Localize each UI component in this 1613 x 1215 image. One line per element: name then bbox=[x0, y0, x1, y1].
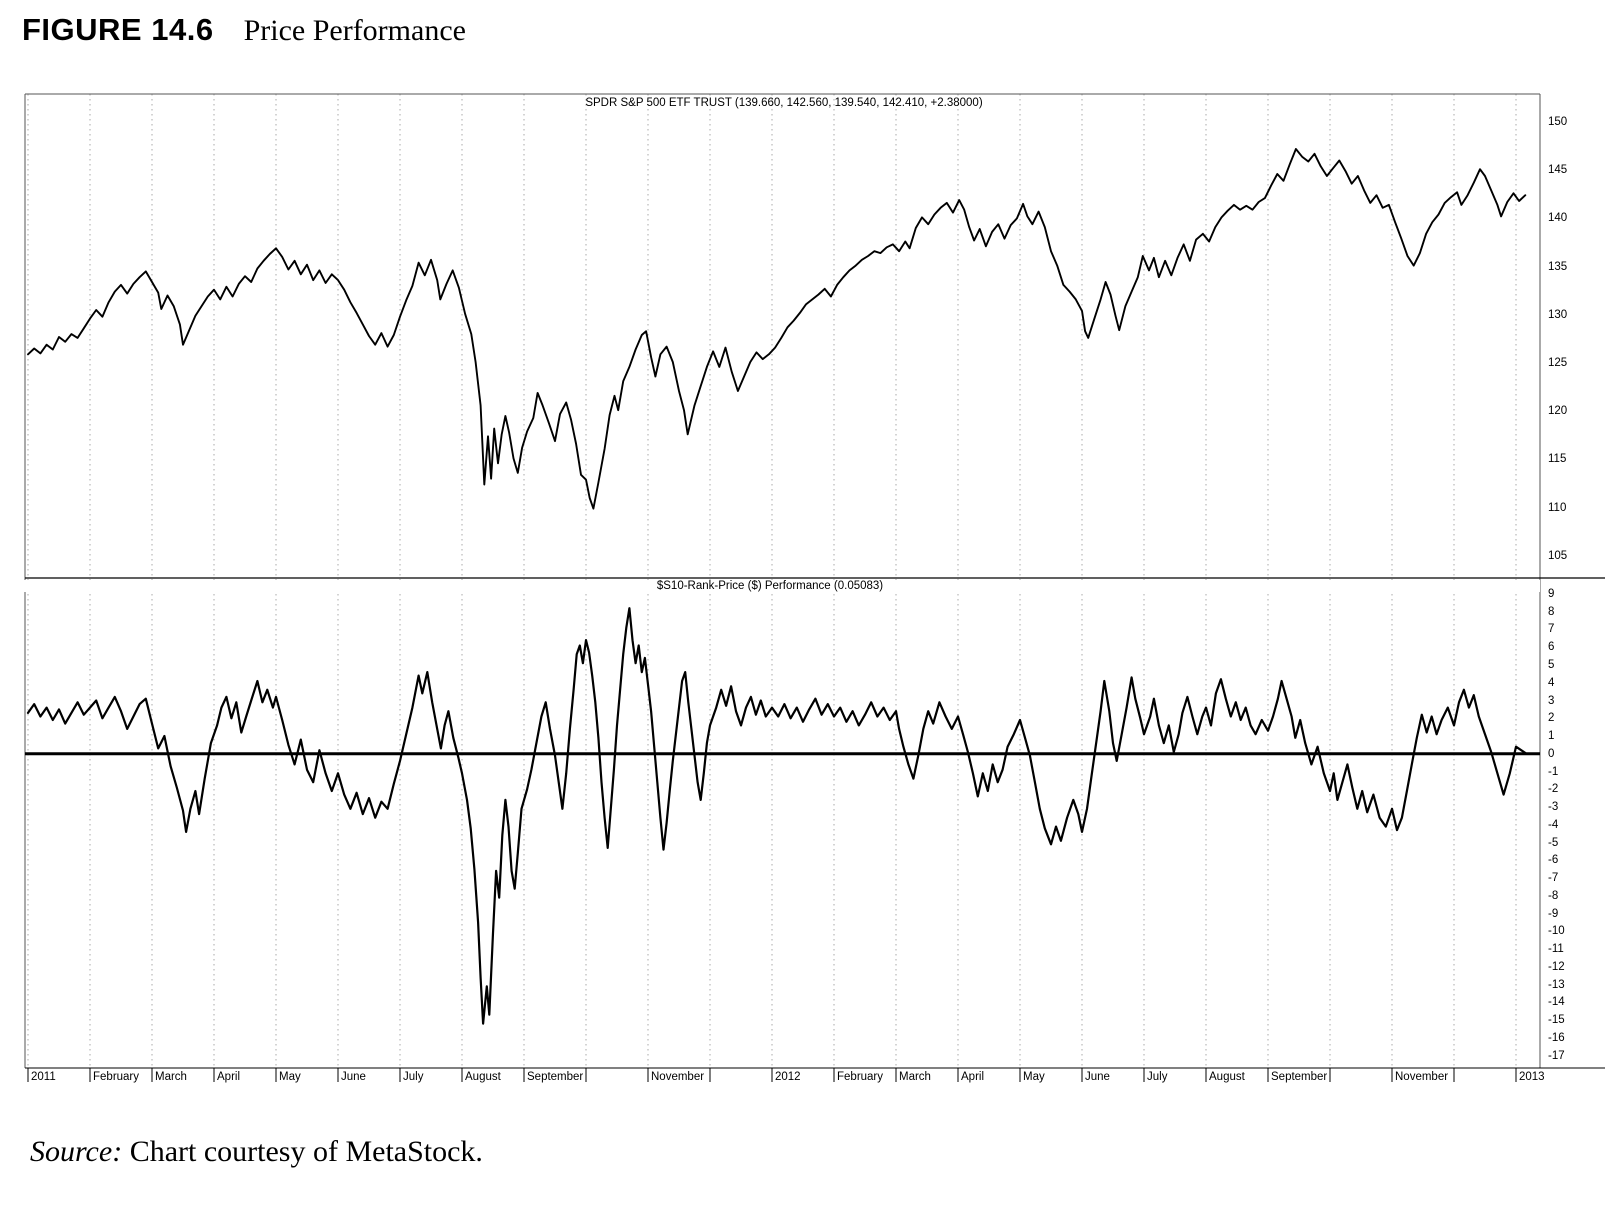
price-axis-tick-label: 150 bbox=[1548, 115, 1568, 128]
performance-axis-tick-label: 6 bbox=[1548, 641, 1555, 654]
x-axis-month-label: November bbox=[651, 1071, 705, 1083]
x-axis-month-label: April bbox=[961, 1071, 985, 1083]
performance-axis-tick-label: -2 bbox=[1548, 783, 1559, 796]
x-axis-month-label: April bbox=[217, 1071, 241, 1083]
price-axis-tick-label: 120 bbox=[1548, 405, 1568, 418]
price-axis-tick-label: 145 bbox=[1548, 164, 1568, 177]
performance-axis-tick-label: 4 bbox=[1548, 676, 1555, 689]
x-axis-month-label: June bbox=[1085, 1071, 1110, 1083]
performance-axis-tick-label: -7 bbox=[1548, 872, 1559, 885]
performance-axis-tick-label: -14 bbox=[1548, 996, 1565, 1009]
performance-axis-tick-label: -9 bbox=[1548, 907, 1559, 920]
x-axis-month-label: July bbox=[1147, 1071, 1168, 1083]
x-axis-month-label: September bbox=[1271, 1071, 1328, 1083]
performance-axis-tick-label: -5 bbox=[1548, 836, 1559, 849]
source-text: Chart courtesy of MetaStock. bbox=[129, 1135, 483, 1168]
performance-axis-tick-label: -8 bbox=[1548, 889, 1559, 902]
price-axis-tick-label: 140 bbox=[1548, 212, 1568, 225]
performance-axis-tick-label: -1 bbox=[1548, 765, 1559, 778]
price-axis-tick-label: 110 bbox=[1548, 501, 1567, 514]
performance-axis-tick-label: -17 bbox=[1548, 1049, 1565, 1062]
performance-axis-tick-label: -4 bbox=[1548, 818, 1559, 831]
price-series-line bbox=[27, 148, 1527, 510]
performance-axis-tick-label: 7 bbox=[1548, 623, 1555, 636]
x-axis-month-label: May bbox=[1023, 1071, 1045, 1083]
x-axis-month-label: September bbox=[527, 1071, 584, 1083]
figure-title: Price Performance bbox=[243, 14, 466, 47]
performance-axis-tick-label: 8 bbox=[1548, 605, 1555, 618]
performance-axis-tick-label: 2 bbox=[1548, 712, 1555, 725]
source-note: Source: Chart courtesy of MetaStock. bbox=[30, 1135, 483, 1169]
price-axis-tick-label: 105 bbox=[1548, 549, 1568, 562]
performance-axis-tick-label: -15 bbox=[1548, 1014, 1565, 1027]
source-prefix: Source: bbox=[30, 1135, 123, 1168]
x-axis-month-label: March bbox=[155, 1071, 187, 1083]
x-axis-month-label: 2011 bbox=[31, 1071, 56, 1083]
figure-number: FIGURE 14.6 bbox=[22, 12, 214, 47]
x-axis-month-label: June bbox=[341, 1071, 366, 1083]
x-axis-month-label: 2013 bbox=[1519, 1071, 1545, 1083]
performance-axis-tick-label: 0 bbox=[1548, 747, 1555, 760]
x-axis-month-label: August bbox=[1209, 1071, 1245, 1083]
performance-axis-tick-label: -11 bbox=[1548, 943, 1564, 956]
performance-axis-tick-label: -10 bbox=[1548, 925, 1565, 938]
x-axis-month-label: March bbox=[899, 1071, 931, 1083]
figure-caption: FIGURE 14.6 Price Performance bbox=[22, 12, 466, 48]
performance-axis-tick-label: 5 bbox=[1548, 658, 1555, 671]
price-axis-tick-label: 135 bbox=[1548, 260, 1568, 273]
performance-axis-tick-label: -13 bbox=[1548, 978, 1565, 991]
price-axis-tick-label: 115 bbox=[1548, 453, 1567, 466]
x-axis-month-label: 2012 bbox=[775, 1071, 801, 1083]
performance-axis-tick-label: 3 bbox=[1548, 694, 1555, 707]
performance-axis-tick-label: -12 bbox=[1548, 960, 1565, 973]
performance-axis-tick-label: 9 bbox=[1548, 587, 1555, 600]
x-axis-month-label: August bbox=[465, 1071, 501, 1083]
performance-axis-tick-label: -6 bbox=[1548, 854, 1559, 867]
performance-series-line bbox=[26, 607, 1527, 1025]
bottom-panel-title: $S10-Rank-Price ($) Performance (0.05083… bbox=[0, 580, 1540, 592]
top-panel-title: SPDR S&P 500 ETF TRUST (139.660, 142.560… bbox=[585, 97, 983, 109]
x-axis-month-label: July bbox=[403, 1071, 424, 1083]
performance-axis-tick-label: -3 bbox=[1548, 801, 1559, 814]
performance-axis-tick-label: -16 bbox=[1548, 1031, 1565, 1044]
x-axis-month-label: May bbox=[279, 1071, 301, 1083]
x-axis-month-label: February bbox=[837, 1071, 884, 1083]
x-axis-month-label: February bbox=[93, 1071, 140, 1083]
price-axis-tick-label: 130 bbox=[1548, 308, 1568, 321]
performance-axis-tick-label: 1 bbox=[1548, 730, 1555, 742]
x-axis-month-label: November bbox=[1395, 1071, 1449, 1083]
price-axis-tick-label: 125 bbox=[1548, 356, 1568, 369]
